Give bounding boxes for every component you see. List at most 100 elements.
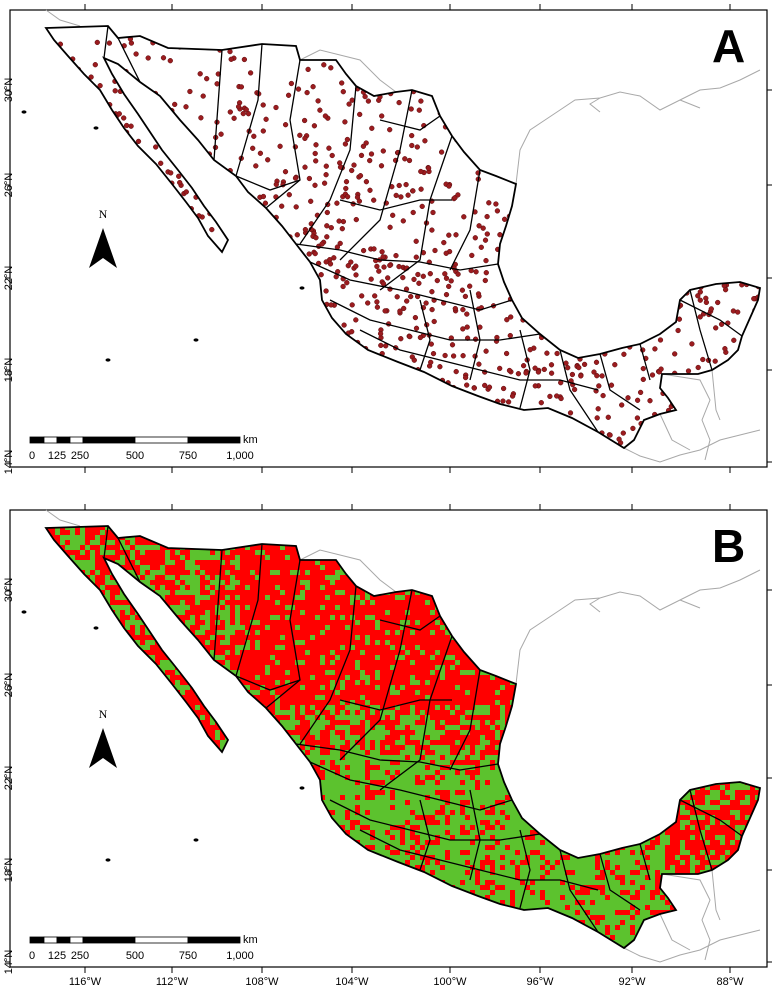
raster-cell [280, 545, 285, 550]
occurrence-point [767, 378, 772, 383]
raster-cell [175, 580, 180, 585]
raster-cell [225, 615, 230, 620]
raster-cell [165, 560, 170, 565]
raster-cell [400, 685, 405, 690]
raster-cell [220, 600, 225, 605]
occurrence-point [657, 337, 664, 343]
raster-cell [145, 565, 150, 570]
occurrence-point [313, 235, 319, 241]
occurrence-point [294, 232, 300, 238]
raster-cell [345, 790, 350, 795]
raster-cell [435, 665, 440, 670]
raster-cell [165, 575, 170, 580]
raster-cell [475, 720, 480, 725]
scale-label: 1,000 [226, 450, 254, 462]
occurrence-point [342, 119, 348, 125]
raster-cell [385, 710, 390, 715]
state-border-line [689, 289, 713, 371]
occurrence-point [554, 350, 560, 357]
neighbor-borders [45, 509, 761, 963]
raster-cell [350, 785, 355, 790]
neighbor-border-line [45, 9, 81, 27]
raster-cell [350, 720, 355, 725]
occurrence-point [410, 209, 416, 216]
scale-bar: km0 125 250 500 750 1,000 [29, 434, 258, 462]
raster-cell [85, 560, 90, 565]
occurrence-point [390, 212, 396, 218]
occurrence-point [429, 227, 435, 233]
occurrence-point [209, 226, 215, 233]
raster-cell [305, 570, 310, 575]
raster-cell [315, 735, 320, 740]
raster-cell [310, 730, 315, 735]
raster-cell [255, 620, 260, 625]
raster-cell [430, 730, 435, 735]
raster-cell [355, 765, 360, 770]
raster-cell [325, 625, 330, 630]
occurrence-point [398, 194, 404, 200]
raster-cell [160, 590, 165, 595]
raster-cell [190, 565, 195, 570]
occurrence-point [340, 218, 347, 225]
raster-cell [345, 755, 350, 760]
raster-cell [225, 660, 230, 665]
occurrence-point [345, 263, 351, 269]
raster-cell [180, 605, 185, 610]
occurrence-point [453, 232, 459, 238]
scale-label: 250 [71, 450, 89, 462]
raster-cell [430, 745, 435, 750]
raster-cell [225, 635, 230, 640]
raster-cell [145, 645, 150, 650]
occurrence-point [360, 247, 367, 254]
raster-cell [415, 790, 420, 795]
raster-cell [435, 765, 440, 770]
raster-cell [495, 735, 500, 740]
occurrence-point [329, 152, 335, 159]
raster-cell [375, 705, 380, 710]
raster-cell [320, 715, 325, 720]
raster-cell [415, 730, 420, 735]
raster-cell [300, 610, 305, 615]
raster-cell [245, 605, 250, 610]
raster-cell [465, 780, 470, 785]
raster-cell [80, 560, 85, 565]
occurrence-point [313, 158, 319, 164]
raster-cell [315, 720, 320, 725]
raster-cell [325, 575, 330, 580]
raster-cell [420, 725, 425, 730]
occurrence-point [634, 415, 641, 421]
raster-cell [210, 650, 215, 655]
raster-cell [325, 720, 330, 725]
occurrence-point [476, 223, 482, 229]
raster-cell [180, 690, 185, 695]
lat-tick-label: 30°N [3, 78, 15, 103]
raster-cell [410, 755, 415, 760]
state-border-line [559, 349, 599, 433]
raster-cell [285, 720, 290, 725]
occurrence-point [368, 151, 375, 157]
raster-cell [280, 590, 285, 595]
raster-cell [155, 590, 160, 595]
raster-cell [375, 735, 380, 740]
raster-cell [430, 785, 435, 790]
occurrence-point [509, 393, 516, 399]
raster-cell [340, 725, 345, 730]
occurrence-point [415, 271, 421, 278]
occurrence-point [358, 152, 365, 159]
occurrence-point [593, 359, 600, 365]
raster-cell [290, 715, 295, 720]
raster-cell [305, 715, 310, 720]
occurrence-point [429, 306, 435, 313]
raster-cell [460, 765, 465, 770]
raster-cell [415, 620, 420, 625]
raster-cell [400, 775, 405, 780]
occurrence-point [318, 272, 324, 278]
raster-cell [330, 785, 335, 790]
occurrence-point [619, 402, 625, 408]
raster-cell [320, 720, 325, 725]
raster-cell [450, 725, 455, 730]
occurrence-point [277, 143, 283, 149]
scale-label: 125 [48, 450, 66, 462]
occurrence-point [158, 160, 164, 166]
raster-cell [300, 595, 305, 600]
